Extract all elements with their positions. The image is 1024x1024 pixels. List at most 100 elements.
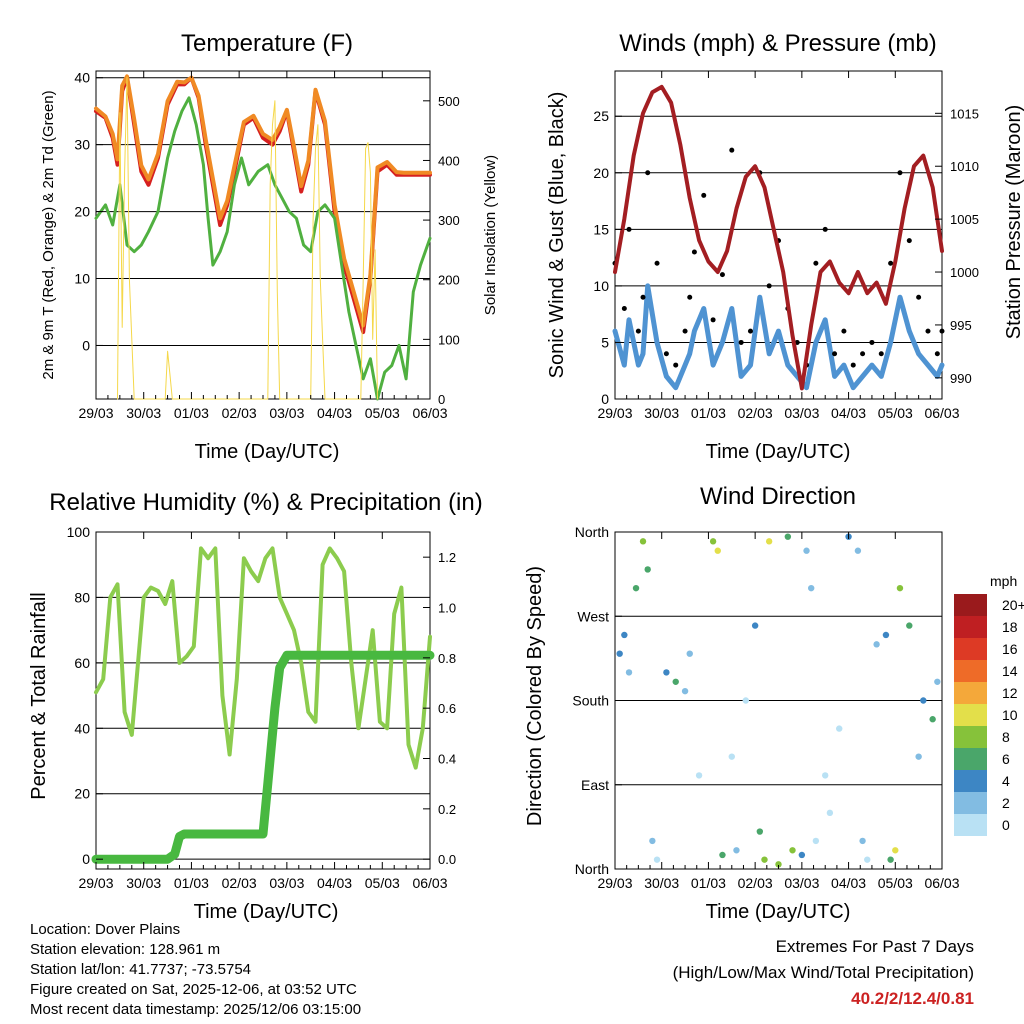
legend-label: 6 [1002,751,1010,767]
gust-point [822,226,828,232]
humidity-x-label: Time (Day/UTC) [194,901,339,923]
temperature-series-group [94,74,432,401]
figure-created: Figure created on Sat, 2025-12-06, at 03… [30,981,357,998]
direction-point [803,547,810,554]
extremes-subtitle: (High/Low/Max Wind/Total Precipitation) [672,963,974,982]
gust-point [719,272,725,278]
x-tick-label: 01/03 [691,405,726,421]
extremes-title: Extremes For Past 7 Days [775,937,974,956]
y-tick-label: 60 [74,655,90,671]
x-tick-label: 04/03 [317,875,352,891]
y-tick-label: 80 [74,589,90,605]
wind-direction-gridlines [615,615,942,786]
direction-point [761,856,768,863]
x-tick-label: 04/03 [831,875,866,891]
direction-point [695,772,703,779]
legend-swatch [954,660,987,682]
direction-point [929,716,936,723]
x-tick-label: 03/03 [269,875,304,891]
y-tick-label: North [575,524,609,540]
y-tick-label: 5 [601,334,609,350]
direction-point [719,851,726,859]
gust-point [673,362,679,368]
y2-tick-label: 1010 [950,159,979,174]
x-tick-label: 05/03 [878,405,913,421]
direction-point [789,847,796,854]
winds-plot-frame [614,70,943,400]
x-tick-label: 04/03 [317,405,352,421]
x-tick-label: 29/03 [597,875,632,891]
humidity-series-group [91,546,435,864]
x-tick-label: 02/03 [222,875,257,891]
y2-tick-label: 1005 [950,212,979,227]
x-tick-label: 01/03 [174,405,209,421]
y-tick-label: 20 [74,204,90,220]
y2-tick-label: 0.2 [438,802,456,817]
humidity-y-label: Percent & Total Rainfall [28,592,50,800]
series-line-total-precipitation [91,650,435,864]
temperature-x-label: Time (Day/UTC) [195,441,340,463]
direction-point [672,678,679,685]
latest-timestamp: Most recent data timestamp: 2025/12/06 0… [30,1001,362,1018]
gust-point [766,283,772,289]
gust-point [645,170,651,176]
y-tick-label: 20 [593,165,609,181]
x-tick-label: 29/03 [597,405,632,421]
direction-point [854,547,862,554]
humidity-y2-ticks: 0.0 0.2 0.4 0.6 0.8 1.0 1.2 [423,550,456,867]
speed-color-legend: mph 0 2 4 6 8 10 12 14 16 18 20+ [954,573,1024,836]
station-elevation: Station elevation: 128.961 m [30,941,221,958]
gust-point [906,238,912,244]
station-info-block: Location: Dover Plains Station elevation… [30,920,361,1020]
humidity-precip-panel: Relative Humidity (%) & Precipitation (i… [28,489,483,923]
gust-point [897,170,903,176]
legend-swatch [954,704,987,726]
direction-point [616,650,623,657]
temperature-y-ticks: 0 10 20 30 40 [74,70,103,353]
gust-point [635,328,641,334]
x-tick-label: 02/03 [222,405,257,421]
direction-point [826,809,834,817]
series-line-sonic-wind [612,283,945,391]
y2-tick-label: 300 [438,213,460,228]
y-tick-label: 10 [74,271,90,287]
direction-point [934,678,941,685]
direction-point [864,856,871,863]
x-tick-label: 30/03 [644,405,679,421]
direction-point [822,772,829,779]
temperature-x-ticks: 29/03 30/03 01/03 02/03 03/03 04/03 05/03 06/03 [78,71,448,421]
series-line-9m-t [94,74,432,328]
legend-label: 2 [1002,795,1010,811]
winds-y-label: Sonic Wind & Gust (Blue, Black) [546,92,568,379]
direction-point [892,847,899,854]
y-tick-label: 10 [593,278,609,294]
direction-point [644,566,651,573]
gust-point [663,351,669,357]
y-tick-label: 0 [601,391,609,407]
legend-swatch [954,594,987,616]
y2-tick-label: 1015 [950,106,979,121]
gust-point [925,328,931,334]
legend-swatch [954,682,987,704]
direction-point [639,538,647,545]
y-tick-label: 0 [82,851,90,867]
legend-swatch [954,638,987,660]
winds-x-label: Time (Day/UTC) [706,441,851,463]
station-location: Location: Dover Plains [30,921,181,938]
gust-point [813,260,819,266]
gust-point [710,317,716,323]
y-tick-label: East [581,777,609,793]
wind-direction-panel: Wind Direction 29/03 30/03 01/03 02/03 03/03… [524,483,1024,923]
direction-point [742,697,749,704]
direction-point [798,851,806,859]
series-line-2m-t [94,75,432,335]
gust-point [626,226,632,232]
y2-tick-label: 990 [950,371,972,386]
direction-point [873,641,880,648]
wind-direction-x-label: Time (Day/UTC) [706,901,851,923]
legend-label: 20+ [1002,597,1024,613]
winds-gridlines [615,115,942,343]
direction-point [621,631,628,639]
y2-tick-label: 200 [438,273,460,288]
